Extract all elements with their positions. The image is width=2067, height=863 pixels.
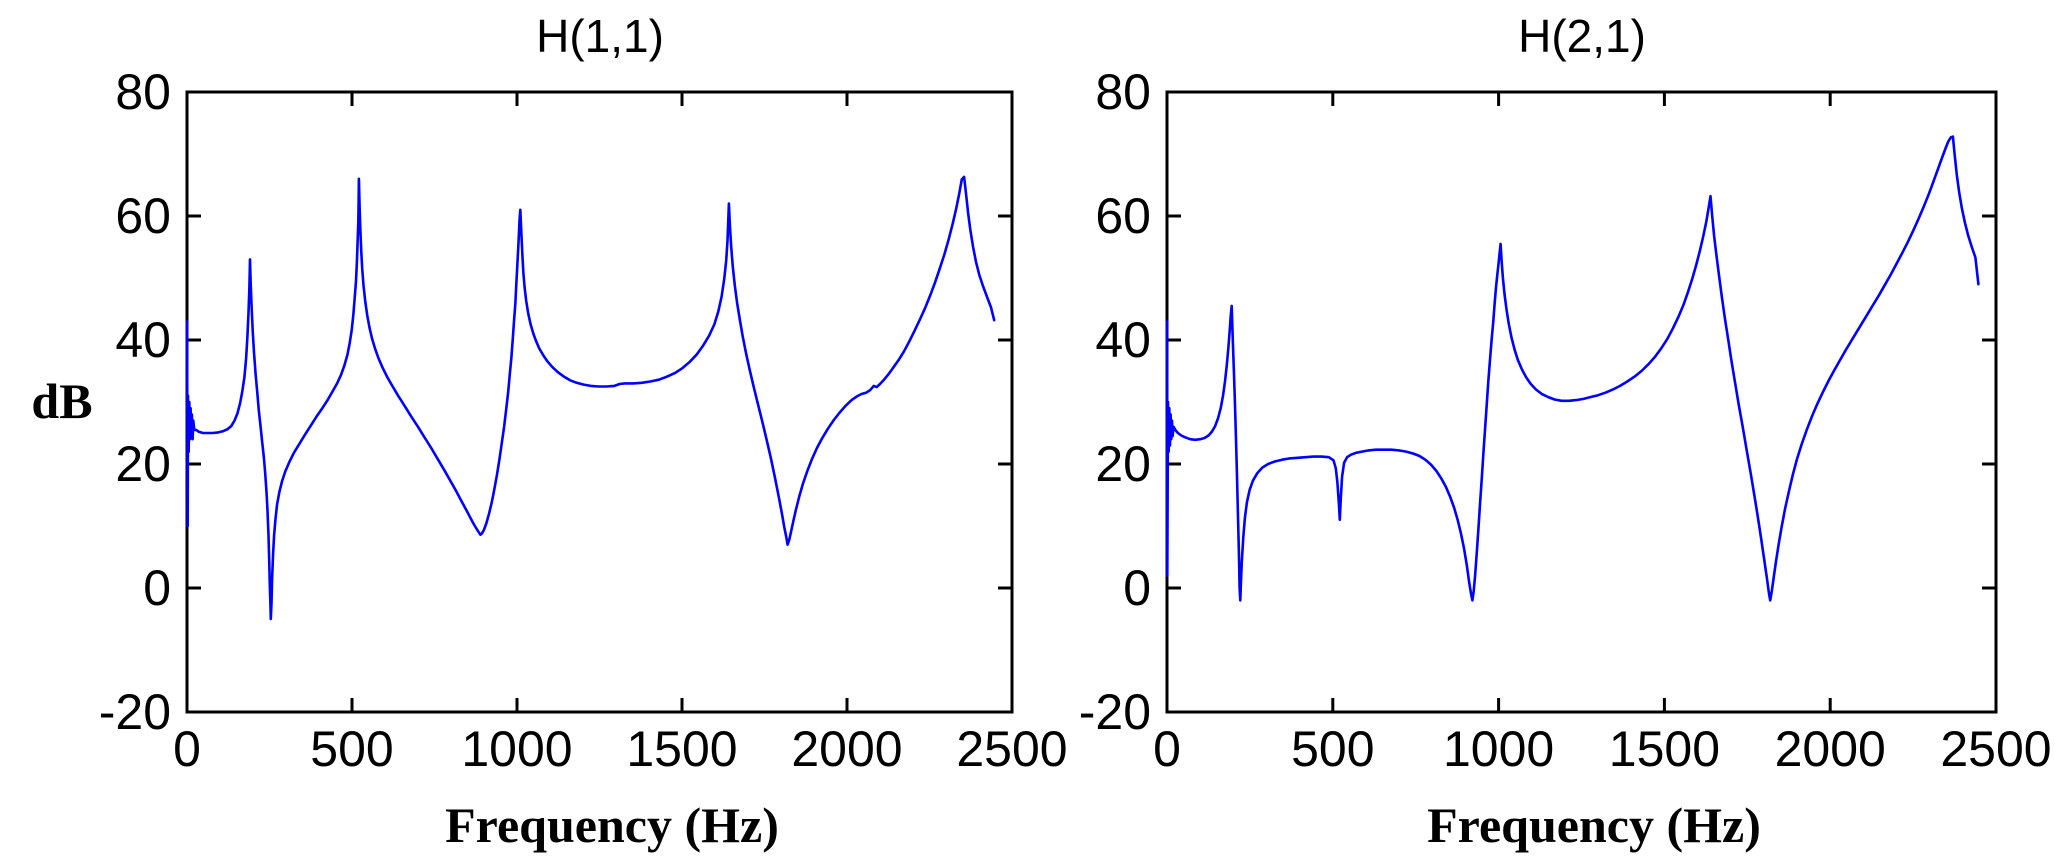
y-tick-label: 60 bbox=[115, 188, 171, 244]
y-tick-label: -20 bbox=[99, 684, 171, 740]
y-tick-label: -20 bbox=[1079, 684, 1151, 740]
x-tick-label: 500 bbox=[310, 721, 393, 777]
axes-box bbox=[185, 90, 1014, 714]
x-tick-label: 2500 bbox=[1940, 721, 2051, 777]
y-tick-label: 20 bbox=[115, 436, 171, 492]
y-axis-label-db: dB bbox=[31, 373, 92, 429]
y-tick-label: 80 bbox=[115, 64, 171, 120]
x-tick-label: 500 bbox=[1291, 721, 1374, 777]
y-tick-label: 20 bbox=[1095, 436, 1151, 492]
frf-curve bbox=[185, 175, 996, 621]
x-tick-label: 1000 bbox=[461, 721, 572, 777]
x-tick-label: 1500 bbox=[626, 721, 737, 777]
plot-title-h11: H(1,1) bbox=[536, 10, 664, 62]
frf-curve bbox=[1165, 135, 1980, 602]
x-axis-label-left: Frequency (Hz) bbox=[445, 797, 779, 853]
x-tick-label: 0 bbox=[1153, 721, 1181, 777]
y-tick-label: 60 bbox=[1095, 188, 1151, 244]
y-tick-label: 80 bbox=[1095, 64, 1151, 120]
x-tick-label: 2000 bbox=[1775, 721, 1886, 777]
x-tick-label: 1500 bbox=[1609, 721, 1720, 777]
x-axis-label-right: Frequency (Hz) bbox=[1427, 797, 1761, 853]
y-tick-label: 0 bbox=[1123, 560, 1151, 616]
x-tick-label: 1000 bbox=[1443, 721, 1554, 777]
axes-box bbox=[1165, 90, 1998, 714]
y-tick-label: 40 bbox=[115, 312, 171, 368]
y-tick-label: 40 bbox=[1095, 312, 1151, 368]
y-tick-label: 0 bbox=[143, 560, 171, 616]
plot-title-h21: H(2,1) bbox=[1518, 10, 1646, 62]
x-tick-label: 0 bbox=[173, 721, 201, 777]
x-tick-label: 2000 bbox=[791, 721, 902, 777]
x-tick-label: 2500 bbox=[956, 721, 1067, 777]
